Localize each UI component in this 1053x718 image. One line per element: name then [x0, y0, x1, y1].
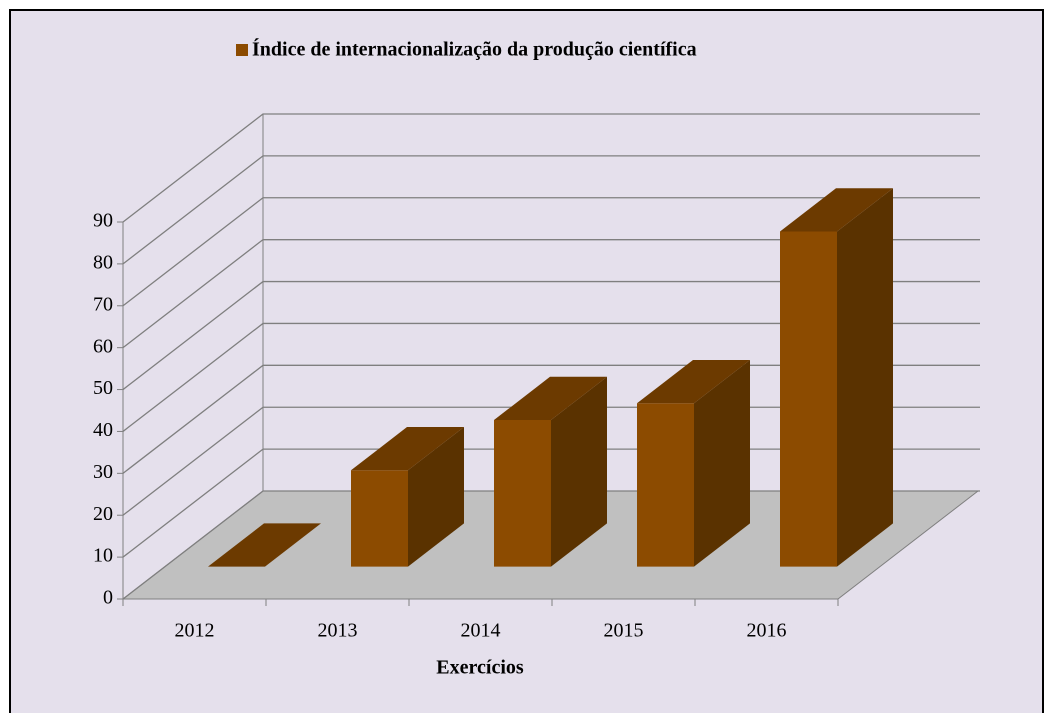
y-tick-label: 20 — [93, 503, 113, 525]
bar-side — [694, 360, 750, 567]
x-tick-label: 2012 — [175, 620, 215, 642]
y-tick-label: 50 — [93, 377, 113, 399]
y-tick-label: 80 — [93, 251, 113, 273]
bar-side — [837, 188, 893, 567]
legend-swatch — [236, 44, 248, 56]
bar-front — [351, 470, 408, 567]
bar-top — [494, 376, 607, 420]
x-tick-label: 2016 — [747, 620, 787, 642]
bar-side — [408, 427, 464, 567]
bar-front — [494, 419, 551, 567]
x-tick-label: 2013 — [318, 620, 358, 642]
y-tick-label: 90 — [93, 210, 113, 232]
bar-front — [637, 403, 694, 567]
x-tick-label: 2015 — [604, 620, 644, 642]
x-tick-label: 2014 — [461, 620, 501, 642]
bar-top — [637, 360, 750, 404]
y-tick-label: 30 — [93, 461, 113, 483]
bar-top — [208, 523, 321, 567]
bar-side — [551, 376, 607, 567]
bar-top — [351, 427, 464, 471]
plot-area: 0 10 20 30 40 50 60 70 80 90 2012 2013 2014 2015 2016 — [93, 113, 980, 642]
y-tick-label: 10 — [93, 545, 113, 567]
legend-label: Índice de internacionalização da produçã… — [252, 38, 697, 61]
y-tick-label: 40 — [93, 419, 113, 441]
y-tick-label: 0 — [103, 587, 113, 609]
y-tick-label: 60 — [93, 335, 113, 357]
bar-top — [780, 188, 893, 232]
y-tick-label: 70 — [93, 293, 113, 315]
x-axis-title: Exercícios — [436, 657, 524, 679]
bar-front — [780, 231, 837, 567]
